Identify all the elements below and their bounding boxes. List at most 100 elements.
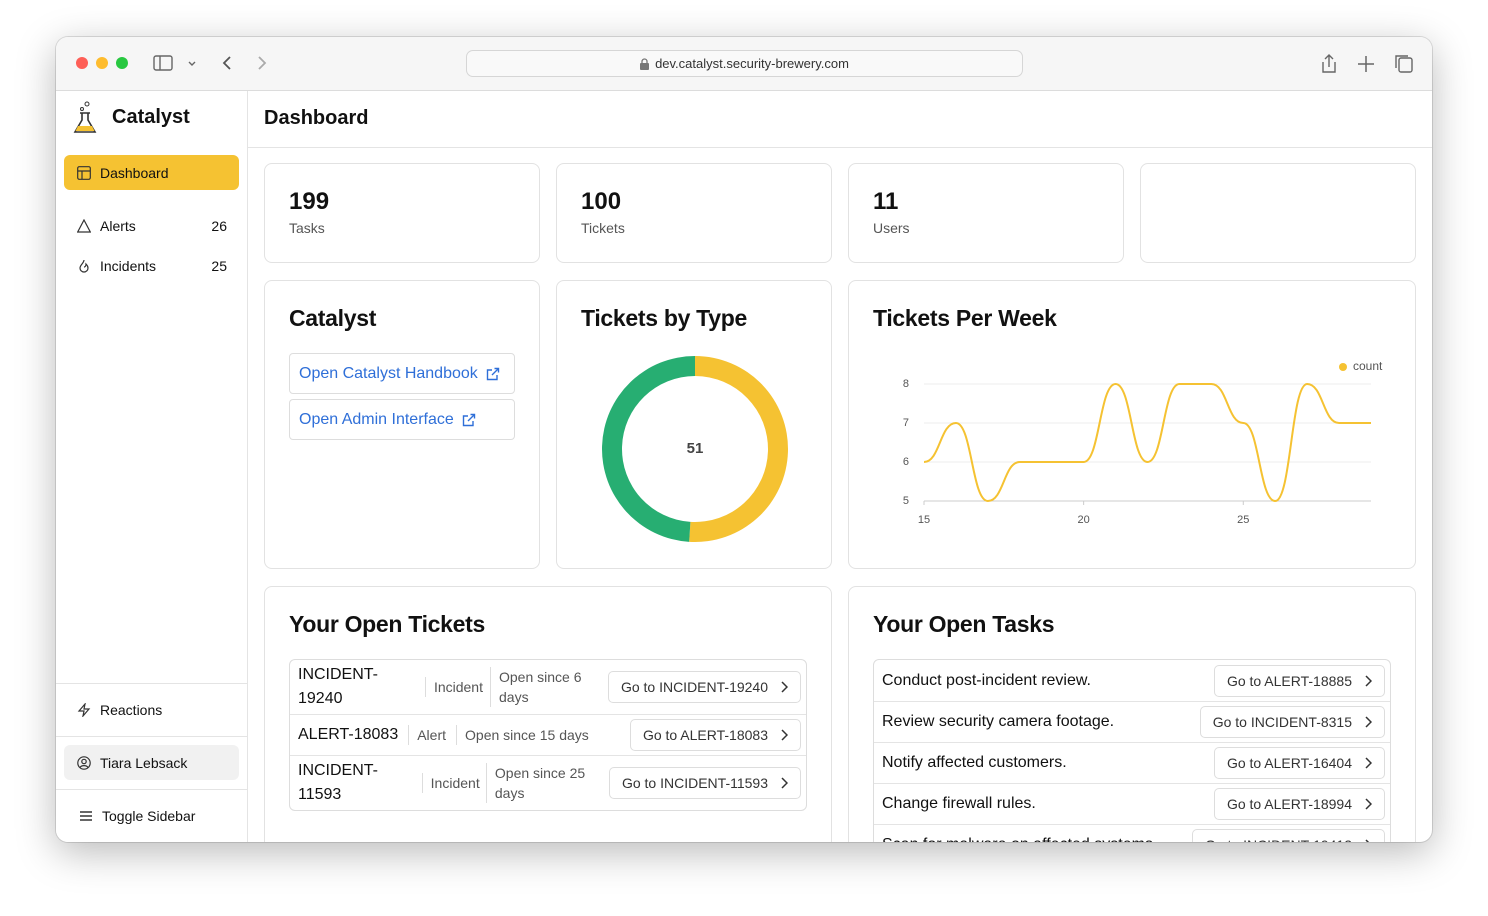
zoom-button[interactable] (116, 57, 128, 69)
chevron (1365, 674, 1372, 687)
separator (56, 789, 247, 790)
legend-label: count (1353, 359, 1383, 373)
go-button[interactable]: Go to INCIDENT-11593 (608, 767, 801, 799)
button-label: Go to ALERT-18994 (1226, 796, 1352, 812)
card-title: Your Open Tasks (873, 611, 1055, 637)
nav-count: 26 (211, 217, 227, 234)
links-card: Catalyst Open Catalyst Handbook Open Adm… (264, 280, 540, 569)
toggle-sidebar[interactable]: Toggle Sidebar (64, 798, 239, 833)
nav-label: Reactions (100, 701, 163, 718)
donut-chart: 51 (601, 356, 788, 542)
chevron (1365, 839, 1370, 842)
nav-icon (77, 219, 91, 233)
y-tick-label: 6 (903, 456, 909, 468)
sidebar: Catalyst Dashboard Alerts 26 Incidents 25 … (56, 91, 248, 842)
ticket-age: Open since 15 days (456, 725, 589, 745)
tasks-card: Your Open Tasks Conduct post-incident re… (848, 586, 1416, 842)
nav-label: Dashboard (100, 164, 169, 181)
task-row: Review security camera footage. Go to INC… (874, 701, 1390, 742)
nav-label: Toggle Sidebar (102, 807, 196, 824)
nav-icon (77, 703, 91, 717)
tasks-table: Conduct post-incident review. Go to ALERT… (873, 659, 1391, 842)
empty-card (1140, 163, 1416, 263)
nav-label: Alerts (100, 217, 136, 234)
browser-window: dev.catalyst.security-brewery.com Cataly… (56, 37, 1432, 842)
user-menu[interactable]: Tiara Lebsack (64, 745, 239, 780)
stat-value: 199 (289, 188, 330, 215)
window-actions[interactable] (1318, 53, 1418, 75)
task-name: Scan for malware on affected systems. (882, 836, 1192, 842)
go-button[interactable]: Go to ALERT-18885 (1213, 664, 1385, 697)
menu-icon (80, 811, 92, 821)
page-title: Dashboard (264, 107, 369, 129)
nav-item[interactable]: Alerts 26 (64, 208, 239, 243)
go-button[interactable]: Go to ALERT-18083 (629, 719, 801, 751)
y-tick-label: 5 (903, 495, 909, 507)
tickets-card: Your Open Tickets INCIDENT-19240 Incident… (264, 586, 832, 842)
go-button[interactable]: Go to ALERT-18994 (1213, 788, 1385, 820)
toolbar-icons[interactable] (153, 54, 293, 74)
button-label: Go to ALERT-16404 (1226, 755, 1352, 771)
legend-swatch (1339, 363, 1347, 371)
nav-count: 25 (211, 257, 227, 274)
stat-label: Tasks (289, 220, 325, 236)
button-label: Go to ALERT-18885 (1226, 672, 1352, 689)
task-row: Change firewall rules. Go to ALERT-18994 (874, 783, 1390, 824)
logo (73, 101, 97, 133)
stat-value: 100 (581, 188, 622, 215)
external-link[interactable]: Open Catalyst Handbook (289, 353, 515, 394)
chart-card: Tickets Per Week 5 6 7 8 15 20 25 count (848, 280, 1416, 569)
stat-value: 11 (873, 188, 899, 215)
ticket-row: INCIDENT-11593 Incident Open since 25 days… (290, 755, 806, 810)
link-text: Open Admin Interface (299, 410, 454, 428)
external-link[interactable]: Open Admin Interface (289, 399, 515, 440)
ticket-id: INCIDENT-19240 (298, 666, 378, 707)
task-row: Scan for malware on affected systems. Go … (874, 824, 1390, 842)
stat-card: 11 Users (848, 163, 1124, 263)
nav-item[interactable]: Dashboard (64, 155, 239, 190)
ticket-row: ALERT-18083 Alert Open since 15 days Go to … (290, 714, 806, 755)
task-row: Notify affected customers. Go to ALERT-16… (874, 742, 1390, 783)
titlebar: dev.catalyst.security-brewery.com (56, 37, 1432, 91)
donut-slice (689, 356, 788, 542)
ticket-id: INCIDENT-11593 (298, 762, 378, 803)
stat-card: 199 Tasks (264, 163, 540, 263)
ticket-row: INCIDENT-19240 Incident Open since 6 days G… (290, 660, 806, 714)
address-bar[interactable]: dev.catalyst.security-brewery.com (466, 50, 1023, 77)
card-title: Your Open Tickets (289, 611, 485, 637)
x-tick-label: 20 (1078, 514, 1090, 526)
ticket-type: Alert (408, 725, 446, 745)
x-tick-label: 25 (1237, 514, 1249, 526)
chevron (781, 729, 788, 741)
task-name: Review security camera footage. (882, 713, 1115, 730)
url-text: dev.catalyst.security-brewery.com (655, 56, 849, 71)
chart-title: Tickets by Type (581, 305, 747, 331)
chart-title: Tickets Per Week (873, 305, 1057, 331)
chevron (781, 681, 788, 693)
reactions-link[interactable]: Reactions (64, 692, 239, 727)
go-button[interactable]: Go to ALERT-16404 (1213, 747, 1385, 779)
minimize-button[interactable] (96, 57, 108, 69)
close-button[interactable] (76, 57, 88, 69)
button-label: Go to INCIDENT-11593 (621, 775, 768, 791)
go-button[interactable]: Go to INCIDENT-19412 (1191, 829, 1385, 842)
task-name: Conduct post-incident review. (882, 671, 1091, 689)
y-tick-label: 8 (903, 378, 909, 390)
task-name: Change firewall rules. (882, 795, 1036, 812)
ticket-id: ALERT-18083 (298, 726, 399, 743)
stat-label: Users (873, 220, 910, 236)
brand-name: Catalyst (112, 106, 190, 128)
ticket-type: Incident (424, 677, 483, 697)
separator (56, 736, 247, 737)
go-button[interactable]: Go to INCIDENT-19240 (607, 671, 801, 703)
nav-item[interactable]: Incidents 25 (64, 248, 239, 283)
go-button[interactable]: Go to INCIDENT-8315 (1199, 706, 1385, 738)
line-chart: 5 6 7 8 15 20 25 count (903, 359, 1383, 526)
nav-icon (79, 259, 89, 273)
chevron (781, 777, 788, 789)
ticket-type: Incident (421, 773, 480, 793)
chevron (1365, 716, 1372, 728)
nav-label: Incidents (100, 257, 157, 274)
